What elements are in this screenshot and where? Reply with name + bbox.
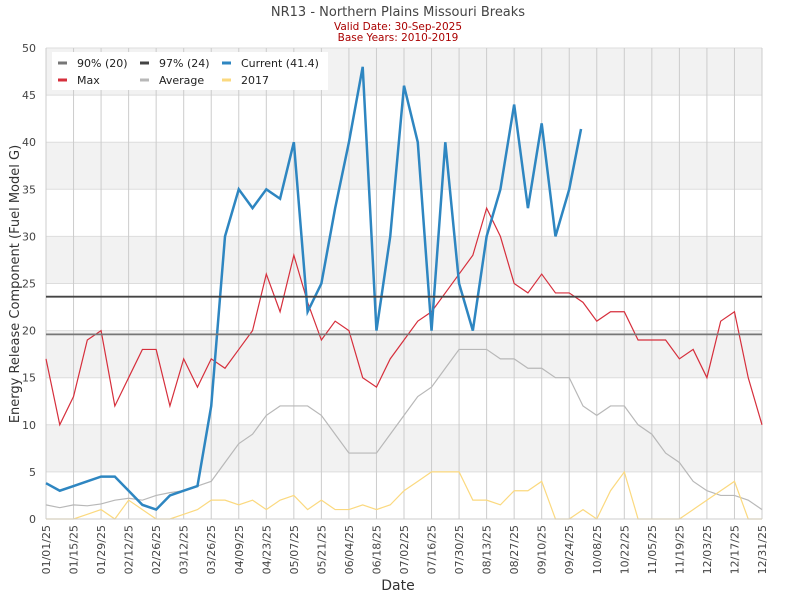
y-tick-label: 25: [22, 278, 36, 291]
x-tick-label: 05/21/25: [315, 525, 328, 574]
x-tick-label: 10/08/25: [591, 525, 604, 574]
x-tick-label: 12/03/25: [701, 525, 714, 574]
chart-subtitle-base-years: Base Years: 2010-2019: [338, 32, 459, 44]
x-tick-label: 12/31/25: [756, 525, 769, 574]
x-tick-label: 11/19/25: [673, 525, 686, 574]
legend-label: 2017: [241, 74, 269, 87]
x-tick-label: 10/22/25: [618, 525, 631, 574]
y-tick-label: 40: [22, 136, 36, 149]
x-axis-label: Date: [381, 578, 414, 594]
x-tick-label: 06/18/25: [370, 525, 383, 574]
y-tick-label: 0: [29, 513, 36, 526]
y-tick-label: 30: [22, 230, 36, 243]
y-tick-label: 45: [22, 89, 36, 102]
y-tick-label: 35: [22, 183, 36, 196]
legend: 90% (20) 97% (24) Current (41.4) Max Average…: [52, 52, 328, 90]
legend-label: 90% (20): [77, 57, 128, 70]
y-tick-label: 5: [29, 466, 36, 479]
x-tick-label: 05/07/25: [288, 525, 301, 574]
x-tick-label: 07/02/25: [398, 525, 411, 574]
y-tick-label: 50: [22, 42, 36, 55]
x-tick-label: 12/17/25: [728, 525, 741, 574]
x-tick-label: 01/01/25: [40, 525, 53, 574]
legend-label: Average: [159, 74, 204, 87]
legend-label: Current (41.4): [241, 57, 319, 70]
x-tick-label: 07/30/25: [453, 525, 466, 574]
x-tick-label: 08/13/25: [481, 525, 494, 574]
x-tick-label: 06/04/25: [343, 525, 356, 574]
x-tick-label: 01/29/25: [95, 525, 108, 574]
x-tick-label: 03/12/25: [178, 525, 191, 574]
legend-label: Max: [77, 74, 100, 87]
x-tick-label: 09/24/25: [563, 525, 576, 574]
x-tick-label: 08/27/25: [508, 525, 521, 574]
x-tick-label: 02/12/25: [123, 525, 136, 574]
x-tick-label: 04/09/25: [233, 525, 246, 574]
chart-title: NR13 - Northern Plains Missouri Breaks: [271, 5, 525, 20]
x-tick-label: 11/05/25: [646, 525, 659, 574]
x-tick-label: 02/26/25: [150, 525, 163, 574]
legend-label: 97% (24): [159, 57, 210, 70]
y-tick-label: 10: [22, 419, 36, 432]
x-tick-label: 04/23/25: [260, 525, 273, 574]
x-tick-label: 07/16/25: [426, 525, 439, 574]
y-tick-label: 15: [22, 372, 36, 385]
x-tick-label: 03/26/25: [205, 525, 218, 574]
x-tick-label: 01/15/25: [68, 525, 81, 574]
y-axis-label: Energy Release Component (Fuel Model G): [8, 145, 23, 423]
y-tick-label: 20: [22, 325, 36, 338]
x-tick-label: 09/10/25: [536, 525, 549, 574]
